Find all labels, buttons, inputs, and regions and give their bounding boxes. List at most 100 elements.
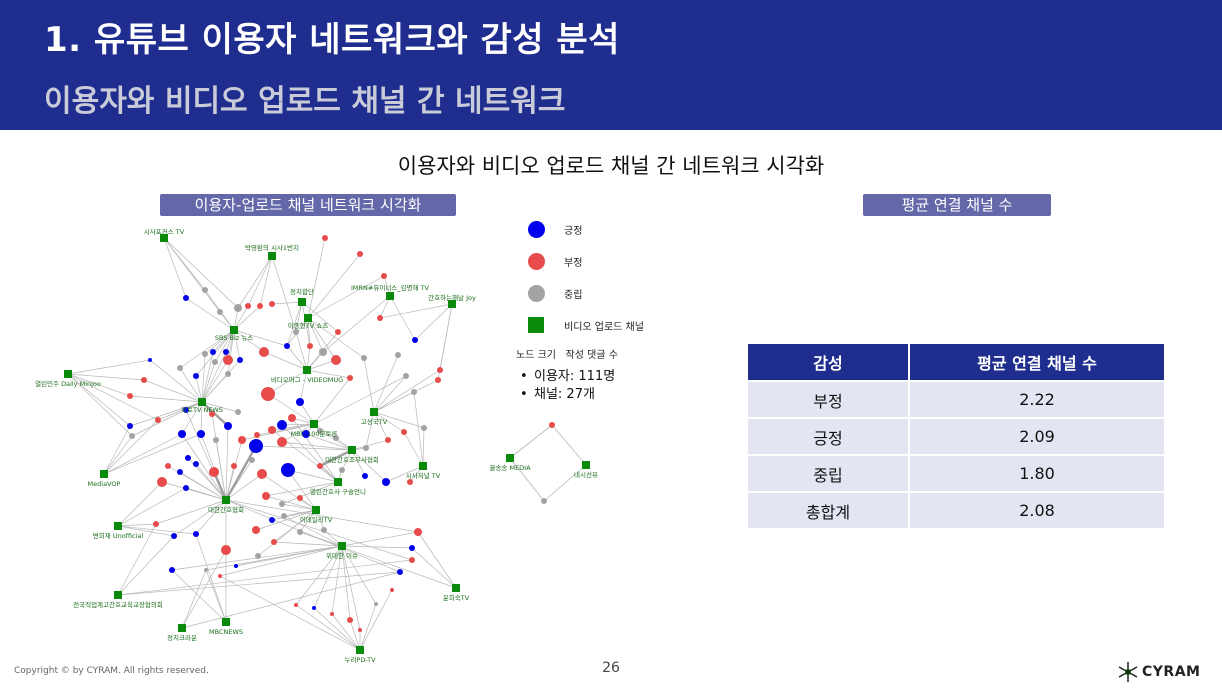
channel-node	[230, 326, 238, 334]
network-edge	[117, 571, 401, 596]
channel-node	[160, 234, 168, 242]
channel-label: MBC 100분토론	[291, 430, 338, 438]
channel-label: MBCNEWS	[209, 628, 243, 636]
network-edge	[273, 509, 317, 543]
network-edge	[267, 369, 308, 395]
column-header: 감성	[748, 344, 910, 381]
network-edge	[117, 559, 413, 596]
network-edge	[129, 395, 203, 403]
channel-node	[268, 252, 276, 260]
user-node-negative	[155, 417, 161, 423]
user-node-positive	[312, 606, 316, 610]
user-node-positive	[169, 567, 175, 573]
network-edge	[271, 255, 297, 333]
user-node-positive	[277, 420, 287, 430]
channel-label: MediaVOP	[88, 480, 121, 488]
user-node-negative	[357, 251, 363, 257]
network-edge	[281, 441, 353, 451]
channel-node	[222, 618, 230, 626]
channel-label: 시사저널 TV	[406, 471, 441, 480]
user-node-negative	[377, 315, 383, 321]
network-edge	[117, 525, 197, 535]
user-node-neutral	[403, 373, 409, 379]
user-node-negative	[381, 273, 387, 279]
network-edge	[201, 401, 239, 413]
user-node-positive	[183, 407, 189, 413]
channel-label: 대한간호협회	[208, 505, 244, 514]
network-edge	[67, 373, 133, 437]
network-edge	[225, 499, 419, 533]
network-edge	[103, 435, 133, 475]
channel-node	[348, 446, 356, 454]
network-edge	[117, 535, 175, 596]
user-node-negative	[288, 414, 296, 422]
positive-dot-icon	[528, 221, 545, 238]
network-edge	[117, 525, 175, 537]
network-edge	[117, 523, 157, 596]
network-edge	[307, 237, 326, 319]
node-size-value: 작성 댓글 수	[565, 350, 618, 361]
channel-node	[64, 370, 72, 378]
user-node-negative	[407, 479, 413, 485]
network-edge	[233, 329, 265, 353]
user-node-negative	[218, 574, 222, 578]
network-edge	[259, 255, 273, 307]
network-edge	[200, 401, 203, 435]
user-node-positive	[210, 349, 216, 355]
network-edge	[173, 499, 227, 537]
network-edge	[179, 367, 203, 403]
user-node-positive	[281, 463, 295, 477]
network-edge	[509, 424, 553, 459]
network-edge	[233, 305, 261, 331]
network-edge	[195, 463, 227, 501]
network-edge	[117, 481, 163, 527]
network-edge	[287, 469, 317, 511]
user-node-negative	[231, 463, 237, 469]
network-edge	[225, 425, 229, 501]
channel-label: 꿀송송 MEDIA	[489, 464, 531, 472]
user-node-neutral	[321, 527, 327, 533]
network-edge	[201, 359, 229, 403]
user-node-neutral	[333, 435, 339, 441]
channel-label: IMRN#뮤이너스_김명해 TV	[351, 283, 429, 292]
user-node-negative	[209, 411, 215, 417]
network-edge	[305, 433, 353, 451]
user-node-positive	[269, 517, 275, 523]
channel-node	[419, 462, 427, 470]
network-edge	[331, 545, 343, 615]
user-node-negative	[390, 588, 394, 592]
network-edge	[341, 545, 351, 621]
channel-label: 전국직업계고간호교육교장협의회	[73, 600, 163, 609]
user-node-negative	[257, 303, 263, 309]
user-node-neutral	[234, 304, 242, 312]
network-edge	[171, 569, 227, 623]
channel-label: 박영환의 시사1번지	[245, 243, 299, 252]
user-node-positive	[127, 423, 133, 429]
user-node-negative	[262, 492, 270, 500]
network-stats: • 이용자: 111명 • 채널: 27개	[520, 368, 615, 404]
user-node-positive	[183, 485, 189, 491]
user-node-negative	[347, 617, 353, 623]
user-node-positive	[382, 478, 390, 486]
user-node-neutral	[361, 355, 367, 361]
network-pill-label: 이용자-업로드 채널 네트워크 시각화	[160, 194, 456, 216]
user-node-negative	[252, 526, 260, 534]
network-edge	[67, 373, 131, 427]
network-edge	[291, 417, 339, 483]
network-edge	[351, 449, 366, 477]
avg-pill-label: 평균 연결 채널 수	[863, 194, 1051, 216]
copyright: Copyright © by CYRAM. All rights reserve…	[14, 666, 209, 676]
user-node-neutral	[235, 409, 241, 415]
network-edge	[263, 351, 308, 371]
network-edge	[179, 471, 227, 501]
network-edge	[281, 481, 339, 505]
network-edge	[322, 295, 391, 353]
channel-node	[356, 646, 364, 654]
network-edge	[201, 351, 214, 403]
network-edge	[225, 465, 235, 501]
cyram-logo-icon	[1118, 662, 1138, 682]
user-node-positive	[148, 358, 152, 362]
user-node-negative	[414, 528, 422, 536]
network-edge	[233, 329, 288, 347]
